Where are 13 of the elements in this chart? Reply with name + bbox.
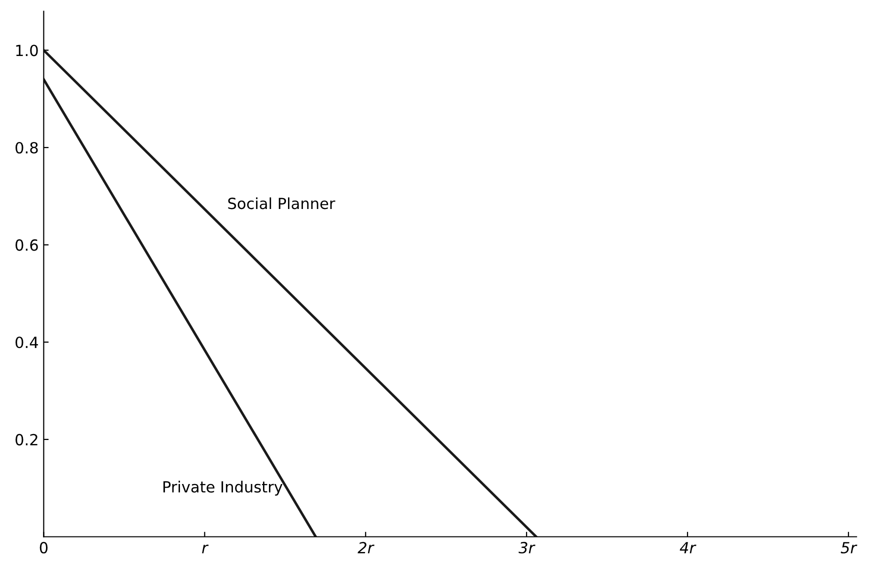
y-tick-label: 0.6 xyxy=(16,239,38,251)
x-tick-label: r xyxy=(202,544,209,554)
y-tick-label: 0.8 xyxy=(16,142,38,154)
y-tick-label: 0.4 xyxy=(16,336,38,348)
x-tick-label: 2r xyxy=(358,542,374,554)
y-tick-label: 1.0 xyxy=(16,44,38,56)
x-tick-label: 0 xyxy=(40,542,48,554)
x-tick-label: 4r xyxy=(680,542,696,554)
series-label: Private Industry xyxy=(163,480,282,496)
x-tick-label: 5r xyxy=(840,542,858,554)
series-label: Social Planner xyxy=(228,197,336,210)
x-tick-label: 3r xyxy=(518,542,536,554)
y-tick-label: 0.2 xyxy=(16,434,38,446)
